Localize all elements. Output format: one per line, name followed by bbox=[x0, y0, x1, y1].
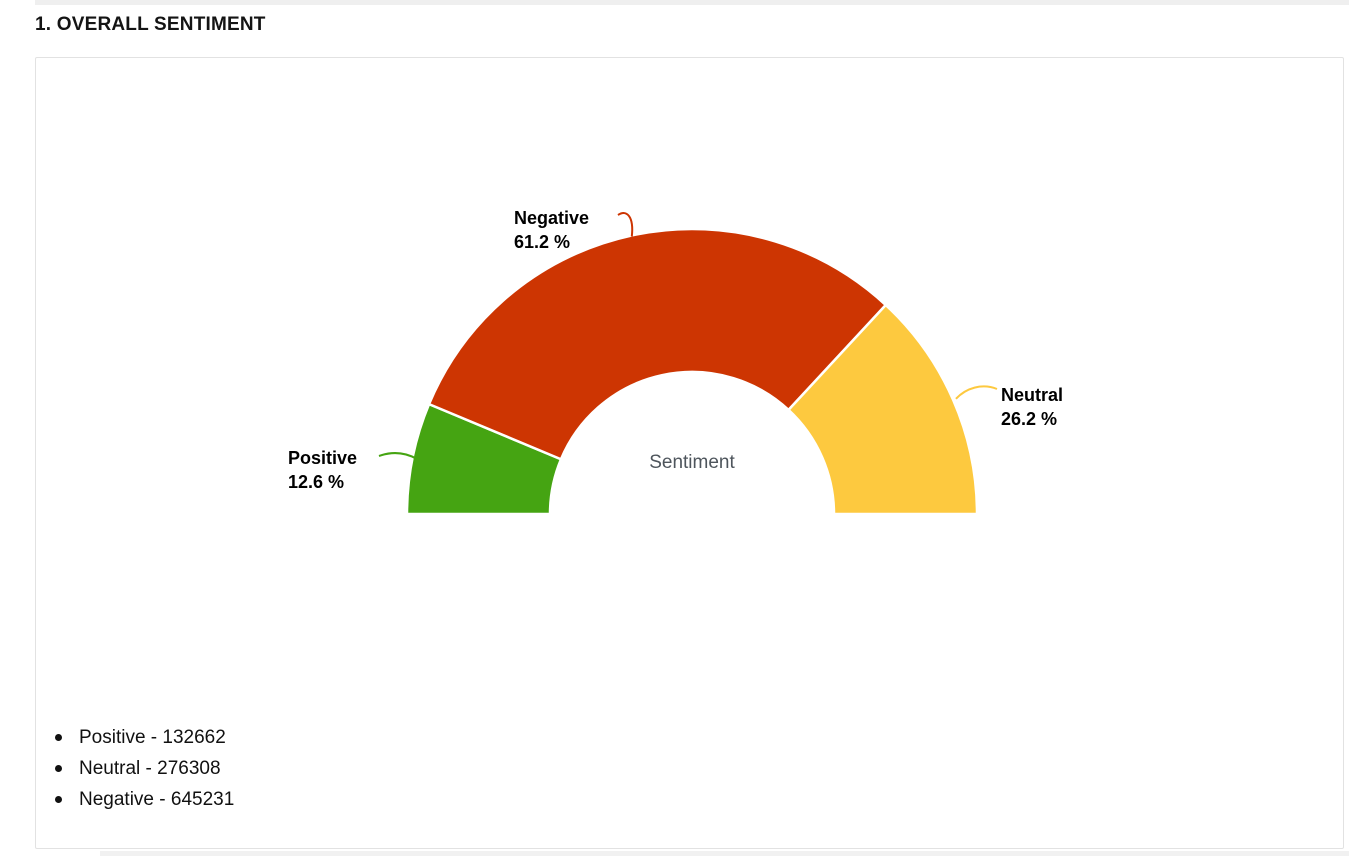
slice-label-negative-name: Negative bbox=[514, 208, 590, 228]
slice-negative[interactable] bbox=[427, 227, 888, 461]
slice-label-positive-percent: 12.6 % bbox=[288, 472, 345, 492]
slice-label-neutral: Neutral 26.2 % bbox=[1001, 383, 1063, 431]
slice-label-neutral-percent: 26.2 % bbox=[1001, 409, 1058, 429]
slice-label-negative: Negative 61.2 % bbox=[514, 206, 589, 254]
sentiment-counts-list: Positive - 132662 Neutral - 276308 Negat… bbox=[52, 722, 234, 815]
label-connector-neutral bbox=[955, 385, 998, 400]
list-item: Positive - 132662 bbox=[52, 722, 234, 753]
slice-label-positive: Positive 12.6 % bbox=[288, 446, 357, 494]
bottom-divider bbox=[100, 851, 1349, 856]
label-connector-positive bbox=[378, 452, 417, 460]
sentiment-gauge-chart[interactable] bbox=[36, 58, 1345, 850]
list-item: Negative - 645231 bbox=[52, 784, 234, 815]
label-connector-negative bbox=[617, 212, 634, 237]
chart-center-title: Sentiment bbox=[649, 452, 735, 473]
list-item: Neutral - 276308 bbox=[52, 753, 234, 784]
slice-label-neutral-name: Neutral bbox=[1001, 385, 1064, 405]
slice-neutral[interactable] bbox=[787, 303, 979, 516]
section-title: 1. OVERALL SENTIMENT bbox=[35, 14, 266, 35]
sentiment-chart-panel: Negative 61.2 % Positive 12.6 % Neutral … bbox=[35, 57, 1344, 849]
top-divider bbox=[35, 0, 1349, 5]
slice-label-positive-name: Positive bbox=[288, 448, 358, 468]
slice-label-negative-percent: 61.2 % bbox=[514, 232, 571, 252]
